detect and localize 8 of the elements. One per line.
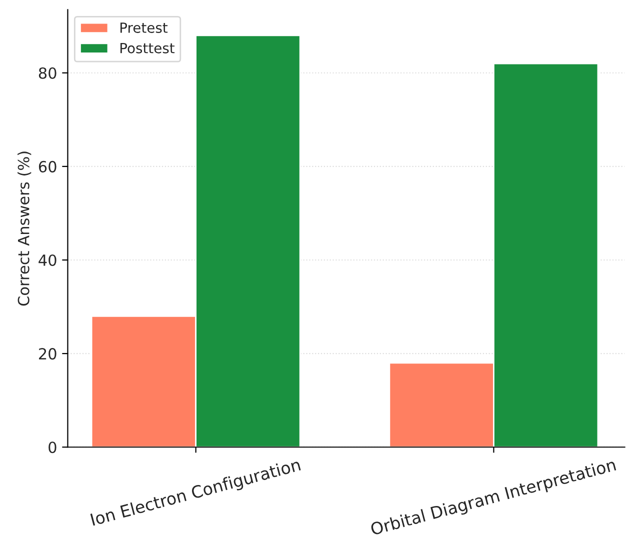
y-tick-label: 20 xyxy=(38,348,56,360)
y-tick-label: 60 xyxy=(38,160,56,172)
y-tick-label: 80 xyxy=(38,67,56,79)
y-tick-label: 40 xyxy=(38,254,56,266)
y-axis-title: Correct Answers (%) xyxy=(18,152,32,306)
legend-label: Pretest xyxy=(120,22,168,33)
legend-label: Posttest xyxy=(120,43,175,54)
y-tick-label: 0 xyxy=(48,442,56,454)
